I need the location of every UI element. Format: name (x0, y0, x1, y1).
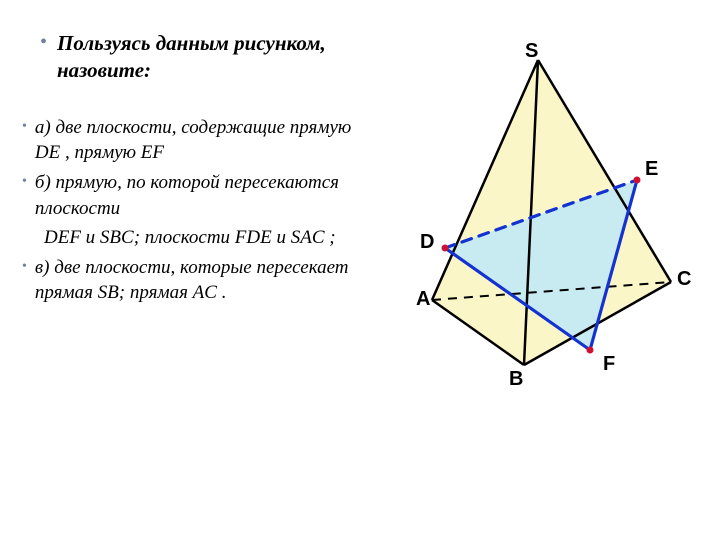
pyramid-diagram: S A B C D E F (365, 30, 705, 435)
label-S: S (525, 40, 538, 63)
label-F: F (603, 353, 615, 376)
item-b-cont: DEF и SBC; плоскости FDE и SAC ; (44, 225, 370, 251)
diagram-panel: S A B C D E F (380, 0, 720, 540)
bullet-icon: • (22, 119, 27, 135)
item-c: • в) две плоскости, которые пересекает п… (20, 255, 370, 306)
title-block: • Пользуясь данным рисунком, назовите: (20, 30, 370, 85)
label-D: D (420, 231, 434, 254)
bullet-icon: • (40, 30, 47, 54)
text-panel: • Пользуясь данным рисунком, назовите: •… (0, 0, 380, 540)
label-E: E (645, 158, 658, 181)
bullet-icon: • (22, 259, 27, 275)
item-b: • б) прямую, по которой пересекаются пло… (20, 170, 370, 221)
label-A: A (416, 288, 430, 311)
item-text: а) две плоскости, содержащие прямую DE ,… (35, 115, 370, 166)
label-B: B (509, 368, 523, 391)
item-a: • а) две плоскости, содержащие прямую DE… (20, 115, 370, 166)
label-C: C (677, 268, 691, 291)
item-text: б) прямую, по которой пересекаются плоск… (35, 170, 370, 221)
bullet-icon: • (22, 174, 27, 190)
item-text: в) две плоскости, которые пересекает пря… (35, 255, 370, 306)
title-text: Пользуясь данным рисунком, назовите: (57, 30, 370, 85)
